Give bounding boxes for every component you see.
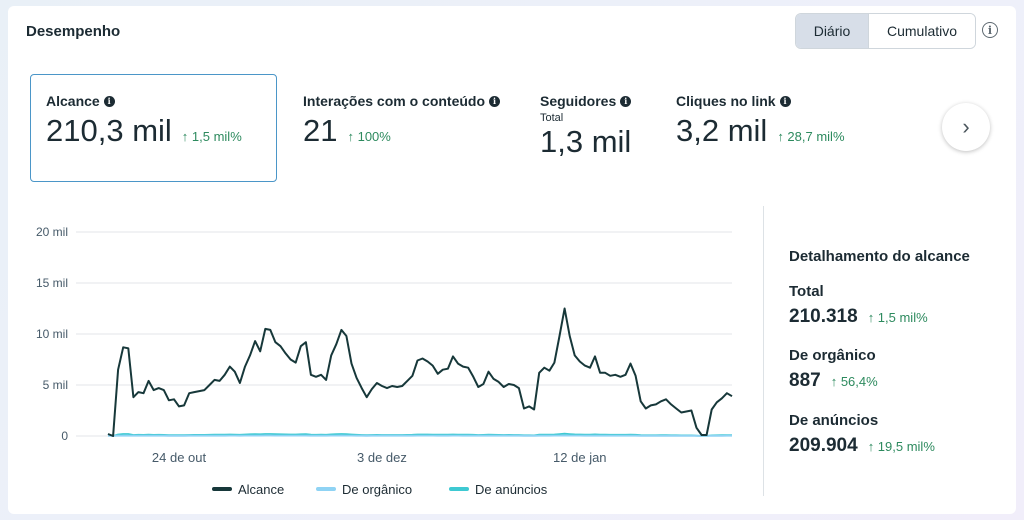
breakdown-change: ↑ 19,5 mil% <box>867 439 935 454</box>
legend-item[interactable]: De anúncios <box>449 482 548 497</box>
y-tick-label: 20 mil <box>36 225 68 239</box>
metric-label: Alcance <box>46 93 100 109</box>
breakdown-value: 887 <box>789 370 821 391</box>
next-arrow-button[interactable]: › <box>942 103 990 151</box>
metric-alcance: Alcance i 210,3 mil ↑ 1,5 mil% <box>46 93 242 149</box>
metric-label: Cliques no link <box>676 93 776 109</box>
breakdown-anuncios: De anúncios 209.904 ↑ 19,5 mil% <box>789 412 935 457</box>
section-title: Desempenho <box>26 23 121 40</box>
legend-label: De anúncios <box>475 482 548 497</box>
metric-change: ↑ 28,7 mil% <box>777 129 845 144</box>
metric-label: Seguidores <box>540 93 617 109</box>
toggle-daily[interactable]: Diário <box>796 14 869 48</box>
breakdown-total: Total 210.318 ↑ 1,5 mil% <box>789 283 928 328</box>
x-tick-label: 3 de dez <box>357 450 407 465</box>
info-icon[interactable]: i <box>779 95 791 107</box>
metric-sublabel: Total <box>540 112 564 124</box>
metric-value: 210,3 mil <box>46 113 172 148</box>
breakdown-value: 209.904 <box>789 435 858 456</box>
legend-label: De orgânico <box>342 482 412 497</box>
breakdown-title: Detalhamento do alcance <box>789 248 970 265</box>
info-icon[interactable]: i <box>489 95 501 107</box>
metric-change: ↑ 1,5 mil% <box>181 129 242 144</box>
series-line-anuncios[interactable] <box>107 432 733 437</box>
y-tick-label: 0 <box>61 429 68 443</box>
breakdown-label: Total <box>789 283 824 300</box>
metric-cliques[interactable]: Cliques no link i 3,2 mil ↑ 28,7 mil% <box>676 93 845 149</box>
vertical-divider <box>763 206 764 496</box>
metric-change: ↑ 100% <box>347 129 391 144</box>
breakdown-value: 210.318 <box>789 306 858 327</box>
y-tick-label: 15 mil <box>36 276 68 290</box>
metric-value: 3,2 mil <box>676 113 768 148</box>
metric-seguidores[interactable]: Seguidores i Total 1,3 mil <box>540 93 631 160</box>
breakdown-label: De orgânico <box>789 347 876 364</box>
legend-item[interactable]: Alcance <box>212 482 284 497</box>
y-tick-label: 5 mil <box>43 378 68 392</box>
breakdown-organico: De orgânico 887 ↑ 56,4% <box>789 347 878 392</box>
y-tick-label: 10 mil <box>36 327 68 341</box>
info-icon[interactable]: i <box>103 95 115 107</box>
performance-card: Desempenho Diário Cumulativo i Alcance i … <box>8 6 1016 514</box>
metric-card-alcance[interactable] <box>30 74 277 182</box>
breakdown-change: ↑ 1,5 mil% <box>867 310 928 325</box>
metric-label: Interações com o conteúdo <box>303 93 486 109</box>
breakdown-label: De anúncios <box>789 412 879 429</box>
legend-item[interactable]: De orgânico <box>316 482 412 497</box>
x-tick-label: 12 de jan <box>553 450 607 465</box>
toggle-cumulative[interactable]: Cumulativo <box>869 14 975 48</box>
metric-value: 21 <box>303 113 338 148</box>
info-icon[interactable]: i <box>620 95 632 107</box>
breakdown-change: ↑ 56,4% <box>830 374 878 389</box>
metric-interacoes[interactable]: Interações com o conteúdo i 21 ↑ 100% <box>303 93 501 149</box>
info-icon[interactable]: i <box>982 22 998 38</box>
legend-label: Alcance <box>238 482 284 497</box>
reach-line-chart: 20 mil 15 mil 10 mil 5 mil 0 24 de out 3 de de… <box>36 225 733 497</box>
metric-value: 1,3 mil <box>540 124 632 159</box>
view-toggle: Diário Cumulativo <box>795 13 976 49</box>
series-line-alcance[interactable] <box>107 307 733 437</box>
x-tick-label: 24 de out <box>152 450 207 465</box>
